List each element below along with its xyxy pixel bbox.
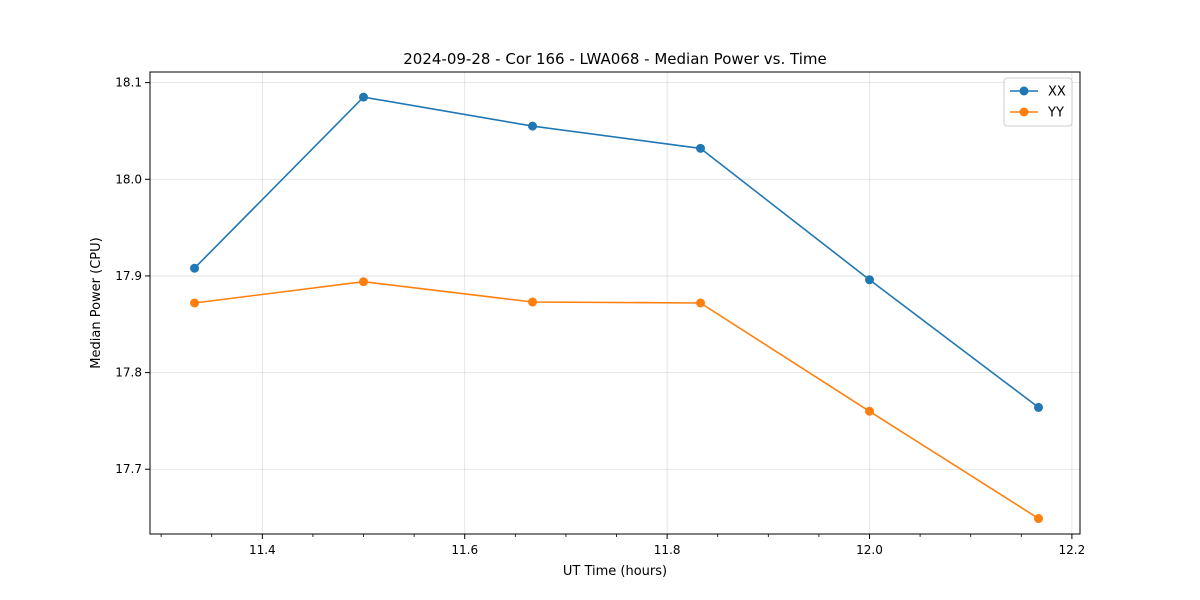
series-xx-point xyxy=(190,263,200,273)
series-yy-point xyxy=(359,277,369,287)
legend-yy-label: YY xyxy=(1047,106,1064,121)
x-axis: 11.4 11.6 11.8 12.0 12.2 xyxy=(160,534,1086,557)
y-tick-label: 17.9 xyxy=(115,269,142,283)
y-tick-label: 18.1 xyxy=(115,76,142,90)
series-xx-point xyxy=(865,275,875,285)
series-xx-point xyxy=(359,92,369,102)
y-tick-label: 17.7 xyxy=(115,462,142,476)
legend: XX YY xyxy=(1003,77,1073,127)
series-layer xyxy=(190,92,1044,524)
series-xx-point xyxy=(1034,402,1044,412)
plot-frame xyxy=(149,71,1081,535)
y-axis-label: Median Power (CPU) xyxy=(89,237,104,368)
series-xx-point xyxy=(528,121,538,131)
y-tick-label: 18.0 xyxy=(115,172,142,186)
series-xx-line xyxy=(193,96,1039,409)
series-yy-point xyxy=(696,298,706,308)
chart-title: 2024-09-28 - Cor 166 - LWA068 - Median P… xyxy=(403,50,827,68)
x-tick-label: 12.2 xyxy=(1059,543,1086,557)
series-yy-point xyxy=(190,298,200,308)
series-yy-point xyxy=(528,297,538,307)
series-yy-point xyxy=(865,406,875,416)
legend-xx-label: XX xyxy=(1048,85,1066,100)
x-axis-label: UT Time (hours) xyxy=(563,564,667,579)
x-tick-label: 11.4 xyxy=(249,543,276,557)
legend-xx-marker xyxy=(1019,86,1029,96)
series-xx-point xyxy=(696,143,706,153)
x-tick-label: 11.8 xyxy=(654,543,681,557)
y-axis: 17.7 17.8 17.9 18.0 18.1 xyxy=(115,76,150,476)
legend-yy-marker xyxy=(1019,107,1029,117)
x-tick-label: 11.6 xyxy=(451,543,478,557)
series-yy-line xyxy=(194,280,1039,520)
series-yy-point xyxy=(1034,514,1044,524)
grid-lines xyxy=(150,72,1080,534)
x-tick-label: 12.0 xyxy=(856,543,883,557)
y-tick-label: 17.8 xyxy=(115,366,142,380)
